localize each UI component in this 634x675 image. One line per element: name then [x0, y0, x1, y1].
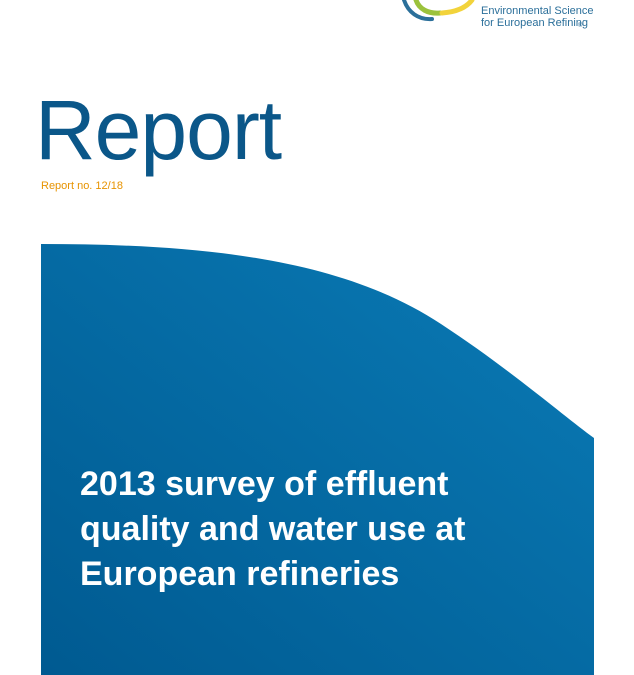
tagline-line-2: for European Refining: [481, 17, 589, 29]
cover-panel: [41, 244, 594, 675]
report-number: Report no. 12/18: [41, 180, 123, 192]
concawe-logo-icon: [400, 0, 490, 26]
document-title-line-2: quality and water use at: [80, 510, 466, 548]
report-heading: Report: [35, 83, 282, 177]
document-title: 2013 survey of effluent quality and wate…: [80, 462, 580, 597]
registered-mark: ®: [578, 23, 583, 29]
cover-panel-shape: [41, 244, 594, 675]
document-title-line-3: European refineries: [80, 555, 400, 593]
tagline: Environmental Science for European Refin…: [481, 5, 594, 29]
tagline-line-1: Environmental Science: [481, 5, 594, 17]
document-title-line-1: 2013 survey of effluent: [80, 465, 449, 503]
